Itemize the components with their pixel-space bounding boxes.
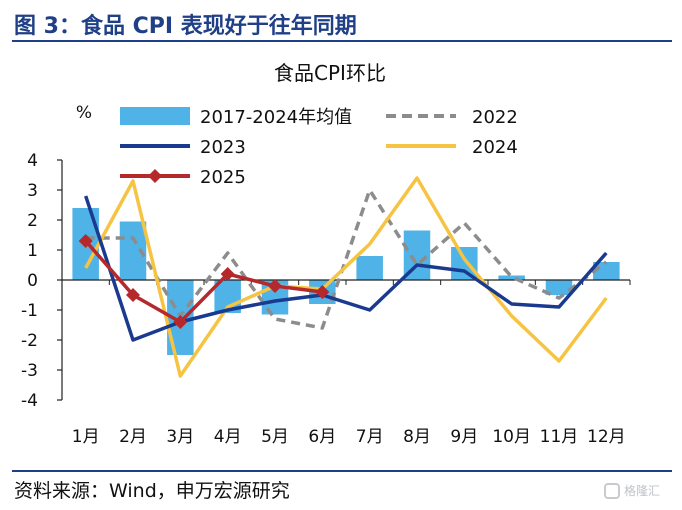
legend-label-2024: 2024 bbox=[472, 137, 518, 158]
chart-title: 食品CPI环比 bbox=[274, 61, 386, 85]
x-tick-label: 10月 bbox=[492, 427, 531, 447]
point-2025-4 bbox=[220, 267, 235, 281]
food-cpi-chart: 食品CPI环比 % 2017-2024年均值 2022 2023 2024 2025 4… bbox=[21, 61, 631, 447]
footer-divider bbox=[12, 470, 672, 472]
x-tick-label: 12月 bbox=[587, 427, 626, 447]
x-tick-label: 4月 bbox=[214, 427, 242, 447]
point-2025-2 bbox=[126, 288, 140, 302]
bar-12 bbox=[593, 262, 620, 280]
legend-label-2017-2024年均值: 2017-2024年均值 bbox=[200, 107, 352, 128]
x-tick-label: 9月 bbox=[450, 427, 478, 447]
y-tick-label: -3 bbox=[21, 361, 38, 381]
series-line-2025 bbox=[84, 239, 323, 324]
x-tick-label: 3月 bbox=[166, 427, 194, 447]
x-tick-label: 7月 bbox=[356, 427, 384, 447]
bar-10 bbox=[498, 275, 525, 280]
x-tick-label: 11月 bbox=[540, 427, 579, 447]
x-tick-label: 8月 bbox=[403, 427, 431, 447]
y-tick-label: 0 bbox=[27, 271, 38, 291]
legend-label-2023: 2023 bbox=[200, 137, 246, 158]
line-series bbox=[78, 176, 608, 378]
point-2025-1 bbox=[78, 234, 93, 248]
point-2025-5 bbox=[268, 279, 282, 293]
source-note: 资料来源：Wind，申万宏源研究 bbox=[14, 480, 290, 502]
y-tick-label: -1 bbox=[21, 301, 38, 321]
bar-9 bbox=[451, 247, 478, 280]
y-tick-label: 1 bbox=[27, 241, 38, 261]
y-axis-unit-label: % bbox=[76, 103, 92, 123]
point-2025-6 bbox=[315, 285, 330, 299]
title-divider bbox=[12, 40, 672, 42]
watermark-logo-icon bbox=[604, 482, 620, 499]
x-tick-label: 2月 bbox=[119, 427, 147, 447]
y-tick-label: 4 bbox=[27, 151, 38, 171]
watermark: 格隆汇 bbox=[604, 482, 660, 499]
legend-label-2022: 2022 bbox=[472, 107, 518, 128]
x-tick-label: 5月 bbox=[261, 427, 289, 447]
y-tick-label: 2 bbox=[27, 211, 38, 231]
bar-7 bbox=[356, 256, 383, 280]
chart-legend: 2017-2024年均值 2022 2023 2024 2025 bbox=[120, 107, 518, 188]
x-tick-label: 1月 bbox=[72, 427, 100, 447]
series-line-2022 bbox=[85, 188, 608, 330]
watermark-text: 格隆汇 bbox=[624, 484, 661, 498]
point-2025-3 bbox=[173, 315, 188, 329]
bar-11 bbox=[545, 280, 573, 295]
legend-marker-2025 bbox=[148, 169, 162, 183]
figure-title: 图 3：食品 CPI 表现好于往年同期 bbox=[14, 14, 357, 39]
y-tick-label: -2 bbox=[21, 331, 38, 351]
series-line-2024 bbox=[84, 176, 608, 378]
x-tick-label: 6月 bbox=[308, 427, 336, 447]
series-line-2023 bbox=[84, 195, 608, 342]
y-tick-label: -4 bbox=[21, 391, 38, 411]
legend-swatch-2017-2024年均值 bbox=[120, 107, 190, 125]
chart-axes: 4 3 2 1 0 -1 -2 -3 -4 1月 2月 3月 4月 5月 6月 7月 8月 9月 10月 11月 12月 bbox=[21, 151, 631, 447]
y-tick-label: 3 bbox=[27, 181, 38, 201]
legend-label-2025: 2025 bbox=[200, 167, 246, 188]
